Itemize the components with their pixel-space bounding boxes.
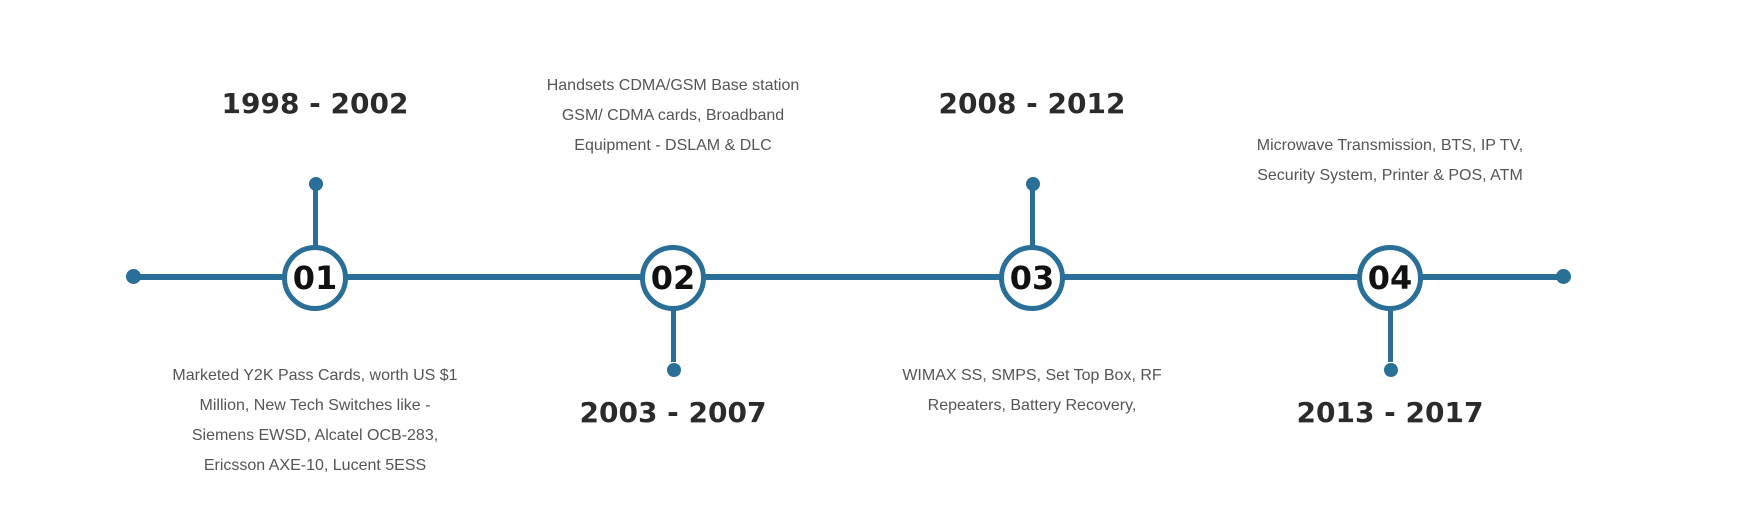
milestone-1-description: Marketed Y2K Pass Cards, worth US $1 Mil… <box>172 367 458 474</box>
milestone-2-node: 02 <box>640 245 706 311</box>
milestone-1-years: 1998 - 2002 <box>221 87 409 120</box>
milestone-2-stem <box>671 298 676 362</box>
milestone-2-description: Handsets CDMA/GSM Base station GSM/ CDMA… <box>546 77 800 154</box>
milestone-2-number: 02 <box>650 259 696 297</box>
milestone-4-stem <box>1388 298 1393 362</box>
milestone-3-node: 03 <box>999 245 1065 311</box>
milestone-2-stem-dot <box>667 363 681 377</box>
milestone-4-number: 04 <box>1367 259 1413 297</box>
milestone-1-node: 01 <box>282 245 348 311</box>
timeline-line <box>133 274 1565 280</box>
milestone-4-description: Microwave Transmission, BTS, IP TV, Secu… <box>1256 137 1524 184</box>
milestone-3-stem-dot <box>1026 177 1040 191</box>
milestone-3-stem <box>1030 184 1035 248</box>
milestone-4-years: 2013 - 2017 <box>1296 396 1484 429</box>
milestone-4-node: 04 <box>1357 245 1423 311</box>
milestone-4-stem-dot <box>1384 363 1398 377</box>
milestone-1-number: 01 <box>292 259 338 297</box>
milestone-2-years: 2003 - 2007 <box>579 396 767 429</box>
timeline-start-dot <box>126 269 141 284</box>
timeline-end-dot <box>1556 269 1571 284</box>
milestone-1-stem <box>313 184 318 248</box>
milestone-3-number: 03 <box>1009 259 1055 297</box>
milestone-3-description: WIMAX SS, SMPS, Set Top Box, RF Repeater… <box>902 367 1162 414</box>
milestone-3-years: 2008 - 2012 <box>938 87 1126 120</box>
milestone-1-stem-dot <box>309 177 323 191</box>
